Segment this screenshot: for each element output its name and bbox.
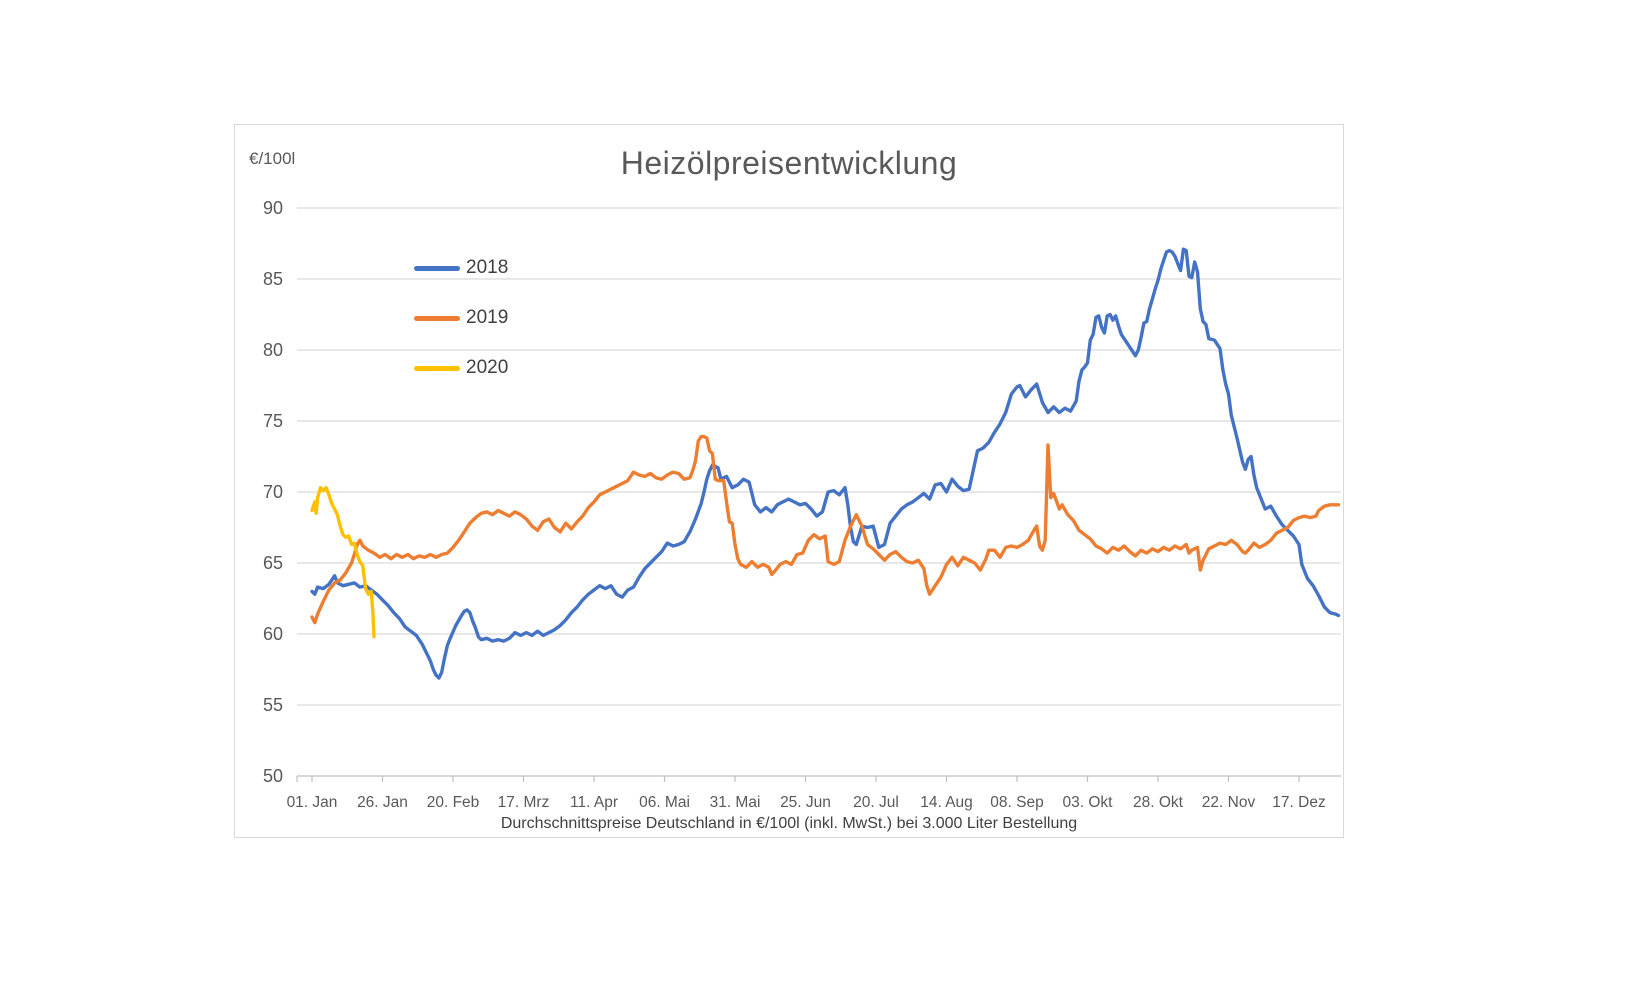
legend-label: 2019 xyxy=(466,307,509,328)
plot-svg: 50 55 60 65 70 75 80 85 90 01. Jan 26. Jan 20. Feb 1… xyxy=(263,198,1341,811)
x-tick-label: 17. Dez xyxy=(1272,794,1325,811)
legend-swatch-1 xyxy=(414,315,460,321)
legend-item-2019: 2019 xyxy=(414,305,508,331)
series-line-2019 xyxy=(310,434,1341,625)
y-tick-label: 80 xyxy=(263,340,283,360)
y-tick-label: 75 xyxy=(263,411,283,431)
x-tick-label: 14. Aug xyxy=(920,794,973,811)
legend-swatch-2 xyxy=(414,365,460,371)
x-tick-label: 20. Jul xyxy=(853,794,899,811)
x-tick-label: 22. Nov xyxy=(1202,794,1256,811)
legend-item-2020: 2020 xyxy=(414,355,508,381)
chart-title: Heizölpreisentwicklung xyxy=(620,145,958,181)
x-tick-label: 03. Okt xyxy=(1063,794,1114,811)
chart-panel: €/100l Heizölpreisentwicklung 50 55 60 65 70… xyxy=(234,124,1344,838)
y-tick-label: 65 xyxy=(263,553,283,573)
y-tick-label: 70 xyxy=(263,482,283,502)
legend-label: 2020 xyxy=(466,357,509,378)
y-tick-label: 55 xyxy=(263,695,283,715)
y-tick-label: 90 xyxy=(263,198,283,218)
x-tick-label: 20. Feb xyxy=(427,794,480,811)
chart-caption: Durchschnittspreise Deutschland in €/100… xyxy=(500,815,1078,832)
x-tick-label: 25. Jun xyxy=(780,794,831,811)
x-tick-label: 26. Jan xyxy=(357,794,408,811)
legend-label: 2018 xyxy=(466,257,509,278)
x-tick-label: 06. Mai xyxy=(639,794,690,811)
x-tick-label: 01. Jan xyxy=(287,794,338,811)
y-tick-label: 60 xyxy=(263,624,283,644)
x-tick-label: 11. Apr xyxy=(570,794,618,811)
y-tick-label: 50 xyxy=(263,766,283,786)
legend: 2018 2019 2020 xyxy=(414,255,508,405)
y-tick-label: 85 xyxy=(263,269,283,289)
x-tick-label: 28. Okt xyxy=(1133,794,1184,811)
y-axis-unit-label: €/100l xyxy=(249,149,296,168)
x-tick-label: 08. Sep xyxy=(990,794,1043,811)
x-tick-label: 17. Mrz xyxy=(498,794,550,811)
x-tick-label: 31. Mai xyxy=(710,794,761,811)
series-line-2020 xyxy=(310,486,376,639)
legend-item-2018: 2018 xyxy=(414,255,508,281)
legend-swatch-0 xyxy=(414,265,460,271)
